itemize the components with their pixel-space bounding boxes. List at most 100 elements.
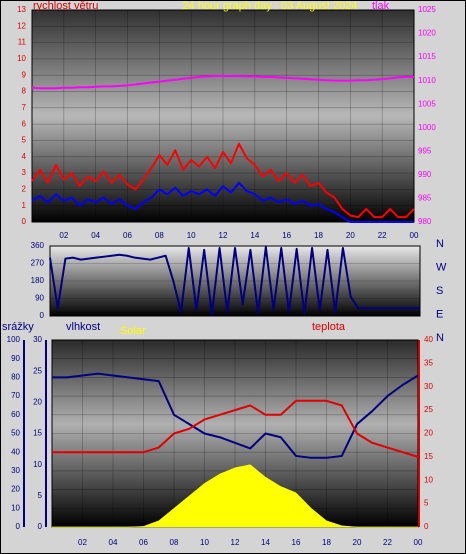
x-tick-label: 08 — [170, 538, 179, 547]
y-tick-label: N — [436, 332, 444, 344]
x-tick-label: 12 — [231, 538, 240, 547]
y-tick-label: 1020 — [418, 29, 436, 38]
y-axis-label: rychlost větru — [33, 0, 98, 12]
y-tick-label: 0 — [424, 522, 429, 531]
y-tick-label: 20 — [11, 485, 20, 494]
y-tick-label: 25 — [424, 405, 433, 414]
y-tick-label: 90 — [35, 294, 44, 303]
x-tick-label: 00 — [410, 231, 419, 240]
y-tick-label: 12 — [17, 21, 26, 30]
y-tick-label: 0 — [38, 522, 43, 531]
y-tick-label: 0 — [40, 311, 45, 320]
x-tick-label: 04 — [91, 231, 100, 240]
y-tick-label: 40 — [424, 335, 433, 344]
y-tick-label: 9 — [22, 70, 27, 79]
x-tick-label: 02 — [78, 538, 87, 547]
y-tick-label: 980 — [418, 217, 432, 226]
series-line — [52, 399, 419, 458]
x-tick-label: 14 — [250, 231, 259, 240]
series-line — [52, 372, 419, 459]
series-label: teplota — [312, 321, 346, 333]
y-tick-label: 3 — [22, 168, 27, 177]
x-tick-label: 18 — [314, 231, 323, 240]
y-axis-label: srážky — [2, 321, 34, 333]
y-tick-label: 1025 — [418, 5, 436, 14]
x-tick-label: 12 — [219, 231, 228, 240]
y-tick-label: 5 — [424, 499, 429, 508]
x-tick-label: 18 — [322, 538, 331, 547]
y-tick-label: 20 — [33, 397, 42, 406]
x-tick-label: 06 — [139, 538, 148, 547]
plot-area — [49, 245, 421, 317]
y-tick-label: 30 — [424, 382, 433, 391]
y-tick-label: N — [436, 238, 444, 250]
y-tick-label: 6 — [22, 119, 27, 128]
y-tick-label: 1015 — [418, 52, 436, 61]
x-tick-label: 22 — [378, 231, 387, 240]
y-tick-label: 1010 — [418, 76, 436, 85]
y-tick-label: 35 — [424, 358, 433, 367]
y-tick-label: 10 — [17, 54, 26, 63]
y-tick-label: 5 — [38, 491, 43, 500]
x-tick-label: 14 — [261, 538, 270, 547]
y-tick-label: 180 — [31, 276, 45, 285]
x-tick-label: 08 — [155, 231, 164, 240]
series-line — [49, 245, 420, 316]
y-tick-label: 80 — [11, 373, 20, 382]
y-tick-label: 13 — [17, 5, 26, 14]
x-tick-label: 10 — [187, 231, 196, 240]
y-tick-label: 985 — [418, 194, 432, 203]
y-tick-label: 50 — [11, 429, 20, 438]
y-tick-label: 1 — [22, 201, 27, 210]
y-tick-label: 270 — [31, 259, 45, 268]
y-tick-label: 30 — [11, 466, 20, 475]
y-tick-label: S — [436, 285, 443, 297]
y-tick-label: 10 — [11, 503, 20, 512]
x-tick-label: 16 — [292, 538, 301, 547]
chart-title: 24 hour graph day : 03 August 2024 — [183, 0, 358, 12]
x-tick-label: 06 — [123, 231, 132, 240]
y-tick-label: 11 — [18, 38, 27, 47]
x-tick-label: 20 — [353, 538, 362, 547]
y-tick-label: 15 — [33, 429, 42, 438]
series-area — [52, 464, 418, 528]
series-label: Solar — [120, 325, 146, 337]
x-tick-label: 02 — [59, 231, 68, 240]
x-tick-label: 10 — [200, 538, 209, 547]
series-label: vlhkost — [66, 321, 100, 333]
y-tick-label: 25 — [33, 366, 42, 375]
series-label: tlak — [372, 0, 390, 12]
y-tick-label: 15 — [424, 452, 433, 461]
y-tick-label: 1000 — [418, 123, 436, 132]
y-tick-label: 5 — [22, 136, 27, 145]
y-tick-label: 4 — [22, 152, 27, 161]
y-tick-label: 10 — [33, 460, 42, 469]
x-tick-label: 04 — [109, 538, 118, 547]
x-tick-label: 20 — [346, 231, 355, 240]
y-tick-label: 360 — [31, 241, 45, 250]
x-tick-label: 00 — [414, 538, 423, 547]
y-tick-label: E — [436, 308, 443, 320]
y-tick-label: 60 — [11, 410, 20, 419]
y-tick-label: 990 — [418, 170, 432, 179]
y-tick-label: 995 — [418, 146, 432, 155]
y-tick-label: W — [436, 261, 447, 273]
series-line — [31, 181, 414, 223]
y-tick-label: 7 — [22, 103, 27, 112]
y-tick-label: 100 — [7, 335, 21, 344]
y-tick-label: 8 — [22, 87, 27, 96]
y-tick-label: 1005 — [418, 99, 436, 108]
y-tick-label: 40 — [11, 447, 20, 456]
y-tick-label: 10 — [424, 475, 433, 484]
y-tick-label: 90 — [11, 354, 20, 363]
series-line — [31, 74, 414, 90]
x-tick-label: 16 — [282, 231, 291, 240]
y-tick-label: 0 — [16, 522, 21, 531]
series-line — [31, 142, 415, 219]
y-tick-label: 2 — [22, 184, 27, 193]
y-tick-label: 70 — [11, 391, 20, 400]
y-tick-label: 0 — [22, 217, 27, 226]
x-tick-label: 22 — [383, 538, 392, 547]
y-tick-label: 30 — [33, 335, 42, 344]
